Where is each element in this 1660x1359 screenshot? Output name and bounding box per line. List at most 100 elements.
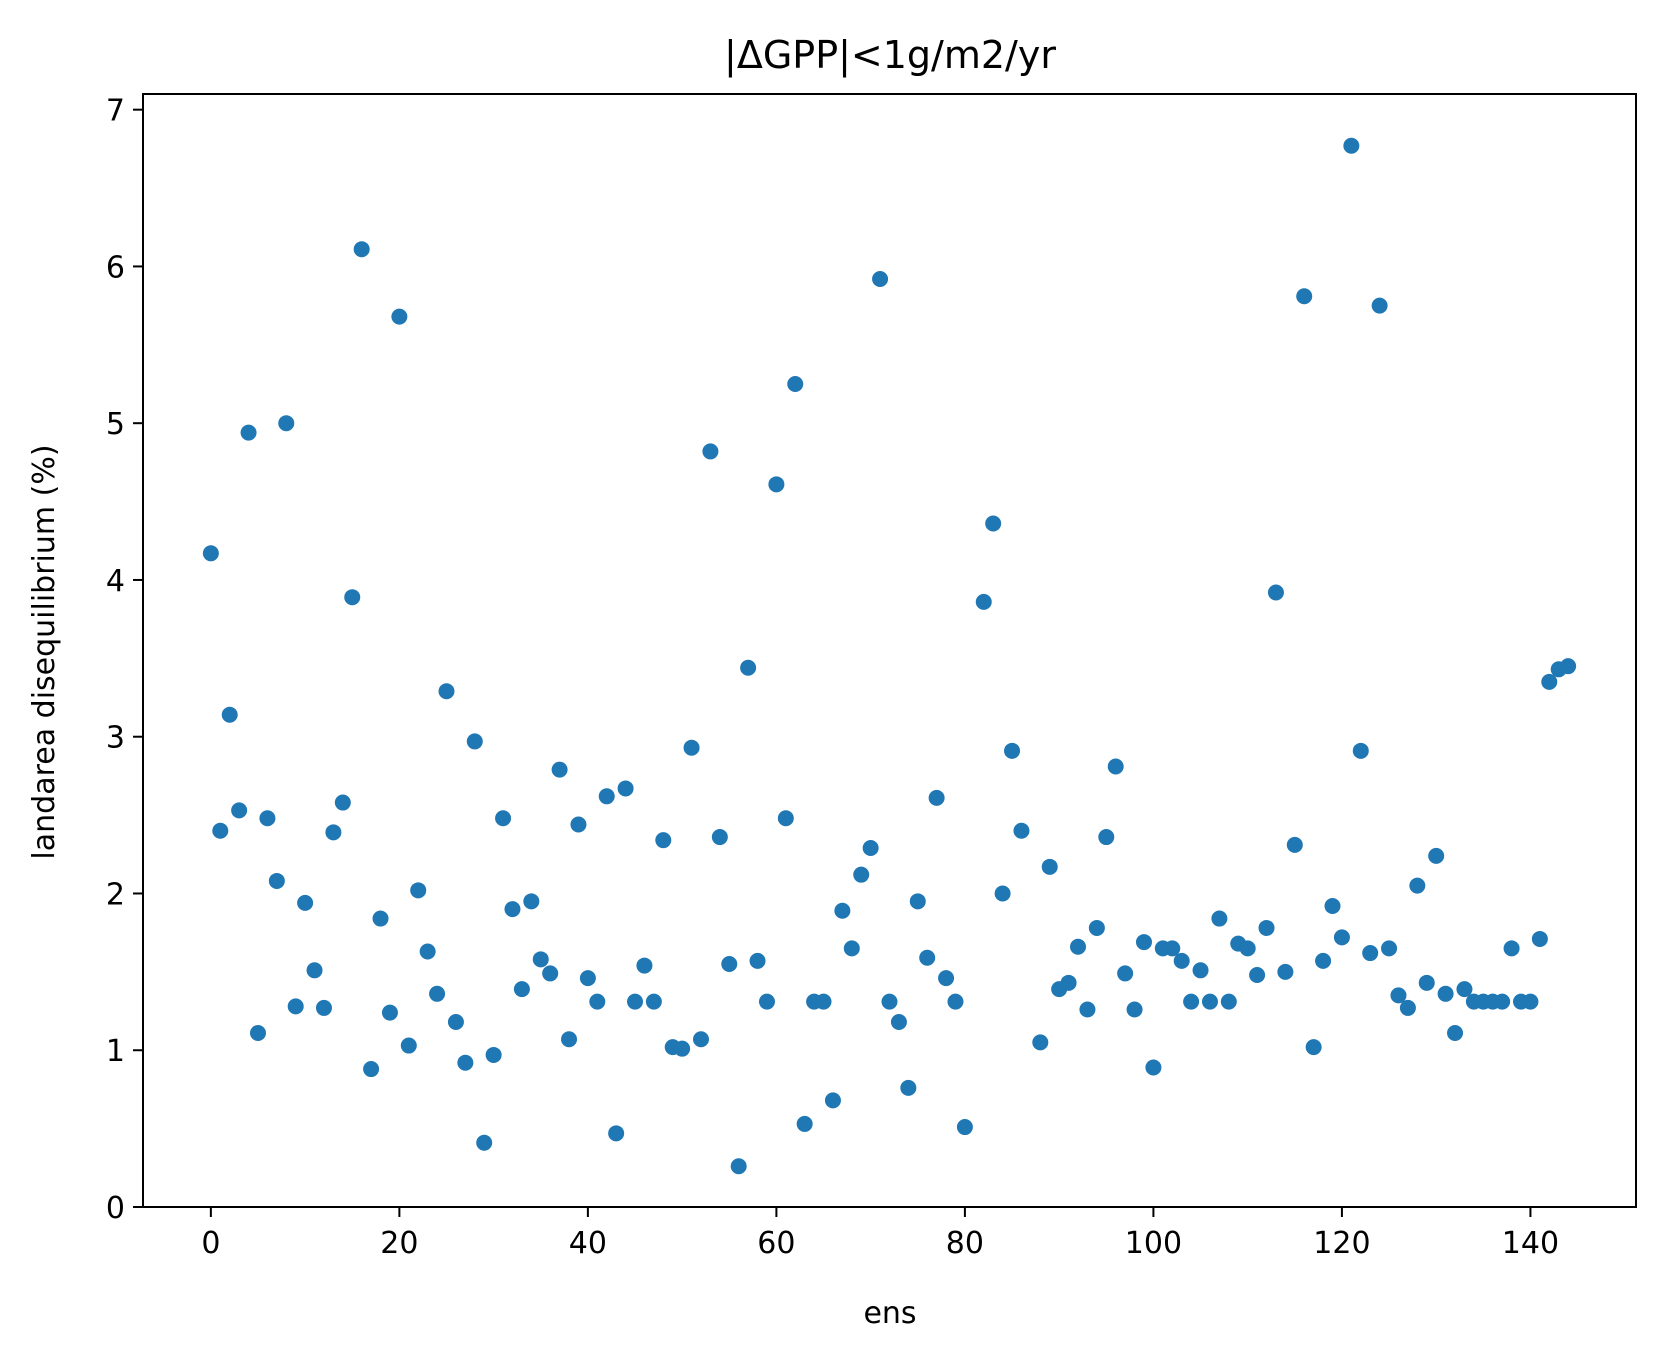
data-point: [1173, 952, 1190, 969]
data-point: [221, 706, 238, 723]
x-axis: 0 20 40 60 80 100 120 140: [201, 1207, 1559, 1261]
data-point: [202, 545, 219, 562]
data-point: [495, 810, 512, 827]
data-point: [1437, 985, 1454, 1002]
x-tick-label: 100: [1125, 1226, 1182, 1261]
data-point: [853, 866, 870, 883]
data-point: [617, 780, 634, 797]
data-point: [513, 981, 530, 998]
data-point: [1286, 836, 1303, 853]
data-point: [363, 1061, 380, 1078]
data-point: [1428, 847, 1445, 864]
data-point: [485, 1046, 502, 1063]
data-point: [627, 993, 644, 1010]
data-point: [909, 893, 926, 910]
data-point: [476, 1134, 493, 1151]
data-point: [1343, 137, 1360, 154]
data-point: [815, 993, 832, 1010]
data-point: [1296, 288, 1313, 305]
data-point: [1060, 974, 1077, 991]
y-tick-label: 4: [106, 564, 125, 599]
data-point: [730, 1158, 747, 1175]
data-point: [1305, 1039, 1322, 1056]
x-axis-label: ens: [863, 1296, 916, 1331]
data-point: [768, 476, 785, 493]
data-point: [1211, 910, 1228, 927]
data-point: [542, 965, 559, 982]
data-point: [843, 940, 860, 957]
data-point: [429, 985, 446, 1002]
data-point: [1032, 1034, 1049, 1051]
x-tick-label: 120: [1313, 1226, 1370, 1261]
data-point: [721, 956, 738, 973]
data-point: [353, 241, 370, 258]
data-point: [994, 885, 1011, 902]
data-point: [1013, 822, 1030, 839]
data-point: [787, 376, 804, 393]
x-tick-label: 0: [201, 1226, 220, 1261]
data-point: [1088, 919, 1105, 936]
data-point: [1352, 742, 1369, 759]
data-point: [306, 962, 323, 979]
data-point: [956, 1119, 973, 1136]
y-axis-label: landarea disequilibrium (%): [27, 444, 62, 859]
x-tick-label: 40: [569, 1226, 607, 1261]
data-point: [231, 802, 248, 819]
data-point: [561, 1031, 578, 1048]
data-point: [1107, 758, 1124, 775]
data-point: [683, 739, 700, 756]
data-points: [202, 137, 1577, 1175]
data-point: [1447, 1024, 1464, 1041]
data-point: [1145, 1059, 1162, 1076]
data-point: [919, 949, 936, 966]
data-point: [758, 993, 775, 1010]
data-point: [419, 943, 436, 960]
data-point: [1541, 673, 1558, 690]
data-point: [834, 902, 851, 919]
data-point: [1126, 1001, 1143, 1018]
data-point: [400, 1037, 417, 1054]
data-point: [589, 993, 606, 1010]
data-point: [1390, 987, 1407, 1004]
data-point: [1249, 966, 1266, 983]
data-point: [1522, 993, 1539, 1010]
data-point: [1183, 993, 1200, 1010]
data-point: [796, 1115, 813, 1132]
data-point: [1220, 993, 1237, 1010]
data-point: [890, 1014, 907, 1031]
data-point: [975, 593, 992, 610]
data-point: [862, 840, 879, 857]
data-point: [551, 761, 568, 778]
data-point: [1079, 1001, 1096, 1018]
data-point: [297, 894, 314, 911]
data-point: [881, 993, 898, 1010]
data-point: [1070, 938, 1087, 955]
data-point: [598, 788, 615, 805]
data-point: [334, 794, 351, 811]
data-point: [372, 910, 389, 927]
data-point: [438, 683, 455, 700]
data-point: [674, 1040, 691, 1057]
data-point: [1267, 584, 1284, 601]
x-tick-label: 140: [1502, 1226, 1559, 1261]
data-point: [1117, 965, 1134, 982]
data-point: [344, 589, 361, 606]
data-point: [1456, 981, 1473, 998]
y-tick-label: 1: [106, 1034, 125, 1069]
data-point: [212, 822, 229, 839]
data-point: [645, 993, 662, 1010]
data-point: [1324, 898, 1341, 915]
data-point: [947, 993, 964, 1010]
data-point: [466, 733, 483, 750]
data-point: [1164, 940, 1181, 957]
data-point: [287, 998, 304, 1015]
data-point: [259, 810, 276, 827]
data-point: [1503, 940, 1520, 957]
data-point: [249, 1024, 266, 1041]
data-point: [1399, 999, 1416, 1016]
data-point: [457, 1054, 474, 1071]
data-point: [636, 957, 653, 974]
data-point: [1201, 993, 1218, 1010]
data-point: [824, 1092, 841, 1109]
